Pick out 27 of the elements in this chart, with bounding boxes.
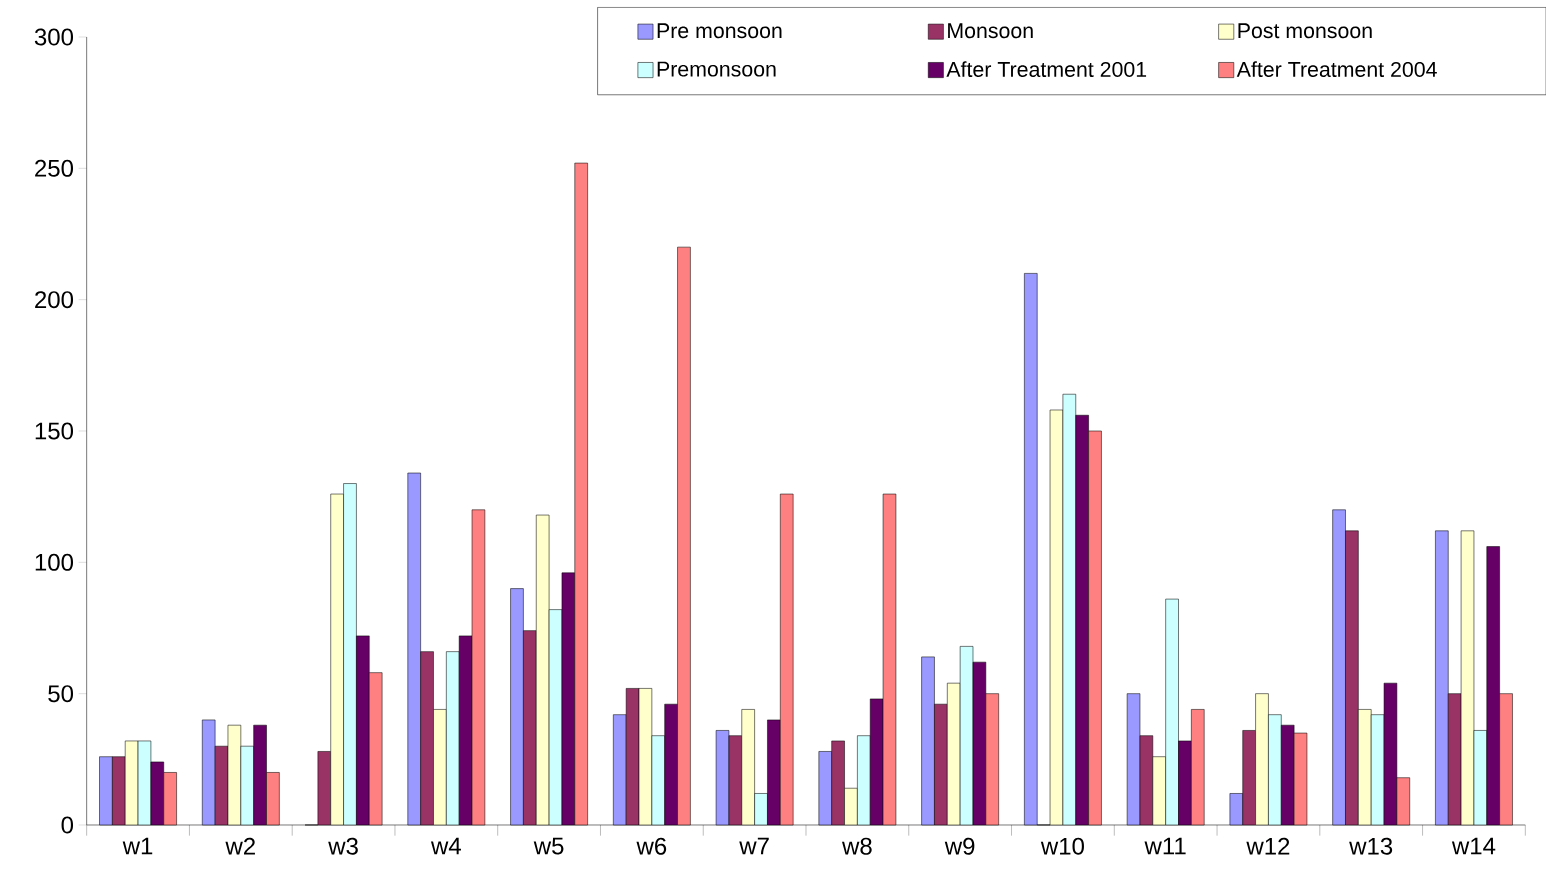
x-tick-label: w9 [944,837,975,855]
x-tick-label: w14 [1451,837,1496,855]
legend-label: After Treatment 2004 [1236,61,1437,77]
y-tick-label: 0 [61,816,74,834]
y-tick-label: 250 [35,159,74,177]
legend-label: After Treatment 2001 [946,61,1147,77]
legend-label: Post monsoon [1238,23,1372,39]
y-tick-label: 150 [35,422,74,440]
x-tick-label: w2 [225,837,255,855]
x-tick-label: w3 [328,837,358,855]
x-tick-label: w7 [739,837,769,855]
legend-label: Premonsoon [657,61,776,77]
legend-label: Pre monsoon [657,23,782,39]
y-tick-label: 100 [35,553,74,571]
x-tick-label: w5 [533,837,564,855]
y-tick-label: 300 [34,28,74,46]
x-tick-label: w11 [1144,837,1186,855]
x-tick-label: w6 [636,837,667,855]
x-tick-label: w4 [430,837,461,855]
x-tick-label: w10 [1040,837,1084,855]
y-tick-label: 50 [48,685,74,703]
x-tick-label: w8 [842,837,872,855]
y-tick-label: 200 [35,291,74,309]
x-tick-label: w12 [1246,837,1290,855]
x-tick-label: w13 [1349,837,1393,855]
x-tick-label: w1 [122,837,153,855]
legend-label: Monsoon [948,23,1033,39]
